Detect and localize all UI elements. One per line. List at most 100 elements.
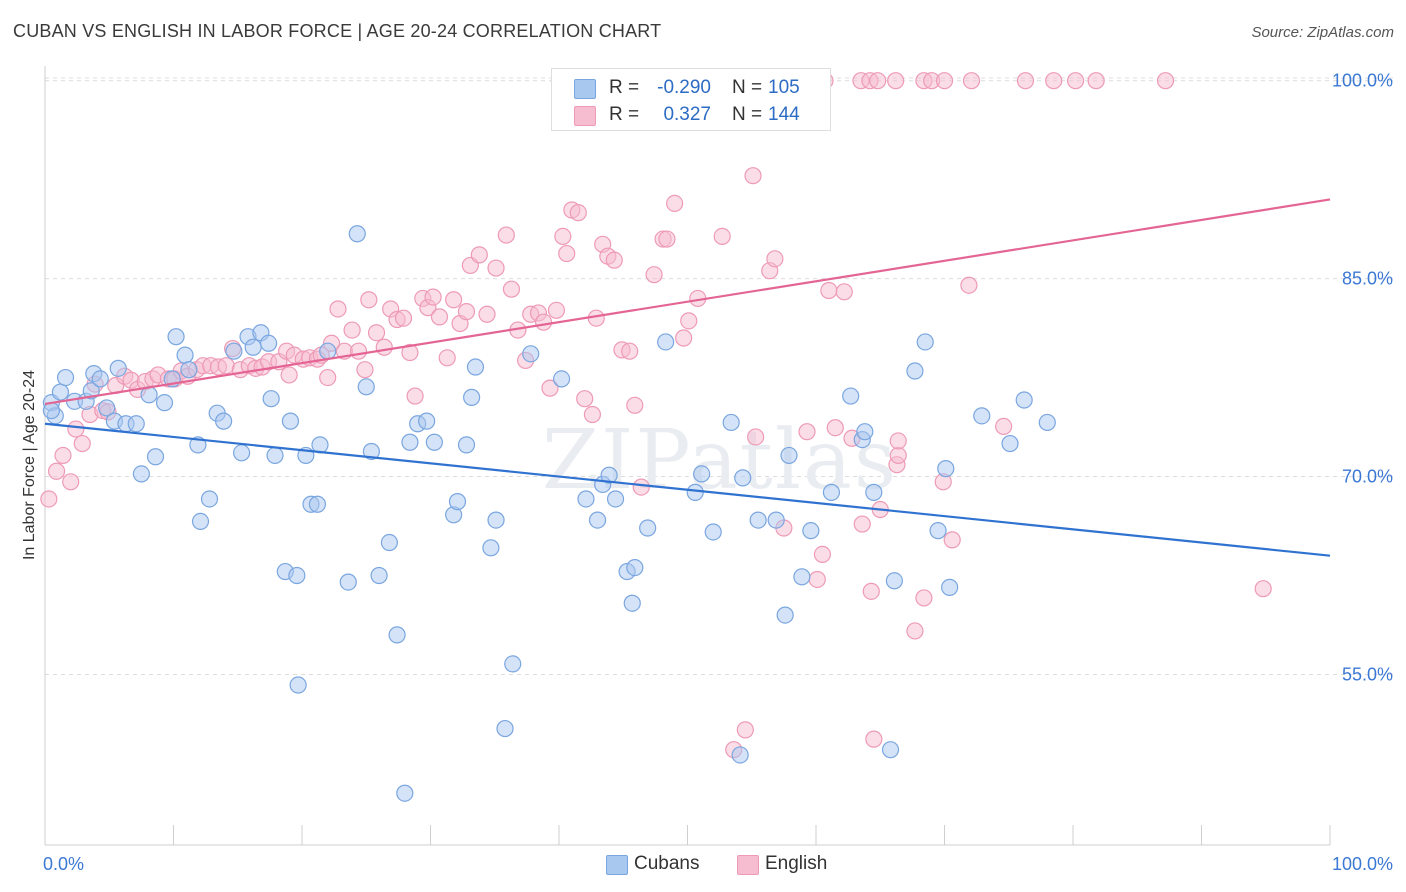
cubans-point [522,345,540,363]
legend-label-english: English [765,853,828,874]
cubans-point [401,433,419,451]
cubans-point [731,746,749,764]
cubans-point [225,342,243,360]
source-label: Source: ZipAtlas.com [1251,24,1394,41]
cubans-point [233,444,251,462]
english-point [736,721,754,739]
english-point [626,396,644,414]
english-point [67,420,85,438]
x-tick-label: 100.0% [1332,854,1393,874]
cubans-point [266,446,284,465]
cubans-point [191,512,210,531]
cubans-trend-line [44,422,1331,557]
english-point [217,357,235,375]
english-point [632,478,650,496]
english-point [943,531,961,549]
legend-label-cubans: Cubans [634,853,700,874]
cubans-point [155,394,174,412]
cubans-point [448,493,467,511]
english-point [605,251,623,269]
english-point [406,387,424,405]
cubans-point [767,511,785,529]
cubans-point [1015,391,1033,409]
n-label: N = [732,77,763,98]
cubans-point [339,573,357,591]
english-point [356,361,374,379]
n-value: 144 [768,104,800,125]
cubans-point [288,566,306,585]
cubans-point [802,522,820,540]
cubans-point [357,378,375,396]
english-point [995,417,1013,436]
english-point [1156,72,1175,90]
cubans-point [259,334,278,352]
cubans-point [734,469,752,487]
n-label: N = [732,104,763,125]
cubans-point [1001,434,1019,453]
cubans-point [1038,413,1056,432]
cubans-point [504,655,522,673]
cubans-point [132,465,150,483]
y-tick-label: 55.0% [1342,664,1393,684]
cubans-point [463,388,481,406]
english-point [666,194,684,213]
english-point [1045,72,1063,90]
cubans-point [289,676,307,694]
cubans-point [418,412,436,430]
english-point [401,343,419,362]
english-point [438,349,456,367]
n-value: 105 [768,77,800,98]
cubans-point [91,370,109,388]
cubans-point [109,359,127,377]
cubans-point [600,466,618,484]
english-point [367,324,386,342]
english-point [621,342,639,360]
cubans-point [577,490,595,508]
english-point [502,280,521,298]
cubans-point [308,495,327,513]
cubans-point [749,511,767,529]
cubans-point [457,436,476,454]
english-point [915,589,933,607]
r-value: -0.290 [657,77,711,98]
english-point [343,321,361,339]
cubans-point [362,442,380,461]
english-point [54,446,72,465]
cubans-swatch [574,79,596,99]
english-point [747,428,765,446]
english-point [744,167,762,185]
cubans-point [146,448,165,466]
english-point [853,515,871,533]
cubans-point [856,423,874,441]
english-point [280,366,298,384]
english-point [457,303,476,321]
english-point [360,291,378,309]
english-point [645,266,663,284]
cubans-point [487,511,505,529]
cubans-point [388,626,406,644]
cubans-point [623,594,641,612]
english-point [1254,580,1272,598]
cubans-point [626,558,644,577]
y-tick-label: 85.0% [1342,269,1393,289]
english-point [349,342,368,360]
english-point [713,227,731,245]
y-tick-label: 100.0% [1332,71,1393,91]
cubans-point [881,741,900,759]
english-point [329,300,347,318]
english-point [889,432,907,450]
y-tick-label: 70.0% [1342,467,1393,487]
cubans-point [916,333,934,351]
cubans-point [56,368,75,387]
english-trend-line [44,198,1331,406]
english-point [487,259,505,277]
english-point [478,305,496,323]
english-point [1066,72,1085,90]
english-point [798,423,816,441]
cubans-point [127,415,145,433]
cubans-legend-swatch [606,855,628,875]
stats-row-cubans: R = -0.290 N = 105 [552,74,830,104]
english-point [534,313,553,331]
english-point [808,570,826,589]
cubans-point [588,511,607,529]
